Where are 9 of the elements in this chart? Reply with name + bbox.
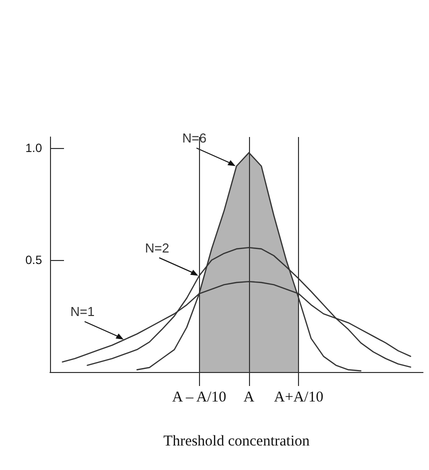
text: N=1 xyxy=(70,304,95,320)
x-tick-label: A xyxy=(244,390,255,406)
x-axis-title: Threshold concentration xyxy=(163,434,310,450)
x-tick-label: A – A/10 xyxy=(172,390,226,406)
x-tick-label: A+A/10 xyxy=(274,390,324,406)
text: N=2 xyxy=(144,240,170,256)
text: N=6 xyxy=(182,130,206,146)
y-tick-label: 1.0 xyxy=(25,141,42,156)
y-tick-label: 0.5 xyxy=(25,253,42,268)
